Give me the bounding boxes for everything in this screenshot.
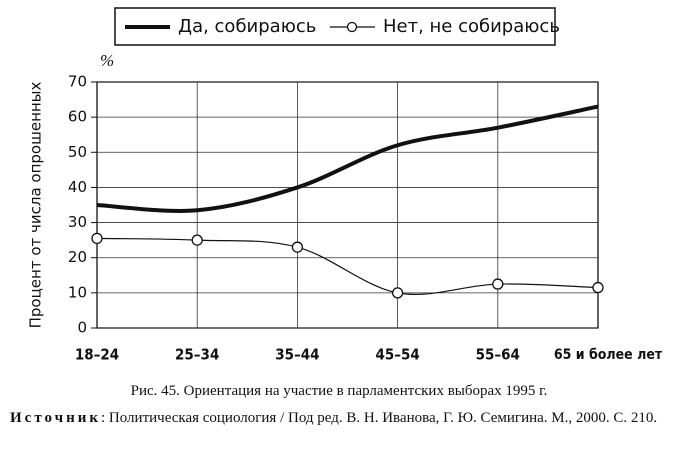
- legend-marker: [346, 21, 358, 33]
- y-tick-label: 70: [68, 73, 87, 91]
- x-tick-label: 18–24: [75, 346, 119, 364]
- y-tick-label: 0: [77, 319, 87, 337]
- point: [592, 281, 604, 294]
- y-axis-label: Процент от числа опрошенных: [27, 81, 45, 328]
- x-tick-label: 45–54: [375, 346, 419, 364]
- legend-label: Да, собираюсь: [178, 16, 316, 37]
- x-tick-label: 25–34: [175, 346, 219, 364]
- y-unit: %: [100, 51, 114, 70]
- point: [492, 278, 504, 290]
- chart: % Процент от числа опрошенных 0 10 20 30 40 5…: [27, 7, 663, 364]
- point: [191, 234, 203, 246]
- x-tick-label: 35–44: [275, 346, 319, 364]
- point: [391, 287, 404, 299]
- source-label: Источник: [10, 410, 101, 426]
- point: [291, 241, 304, 253]
- y-tick-label: 20: [68, 248, 87, 266]
- y-tick-label: 30: [68, 213, 87, 231]
- source-text: : Политическая социология / Под ред. В. …: [101, 410, 658, 426]
- x-tick-label: 65 и более лет: [554, 347, 663, 363]
- point: [91, 232, 103, 245]
- plot-frame: [96, 81, 599, 329]
- y-tick-label: 10: [68, 283, 87, 301]
- legend-label: Нет, не собираюсь: [383, 16, 560, 37]
- series-line: [96, 237, 599, 296]
- y-tick-label: 40: [68, 178, 87, 196]
- caption: Рис. 45. Ориентация на участие в парламе…: [130, 383, 548, 399]
- x-tick-label: 55–64: [476, 346, 520, 364]
- source: Источник: Политическая социология / Под …: [10, 408, 675, 428]
- legend-box: [114, 7, 556, 46]
- series-line: [96, 104, 599, 213]
- y-tick-label: 50: [68, 143, 87, 161]
- y-tick-label: 60: [68, 108, 87, 126]
